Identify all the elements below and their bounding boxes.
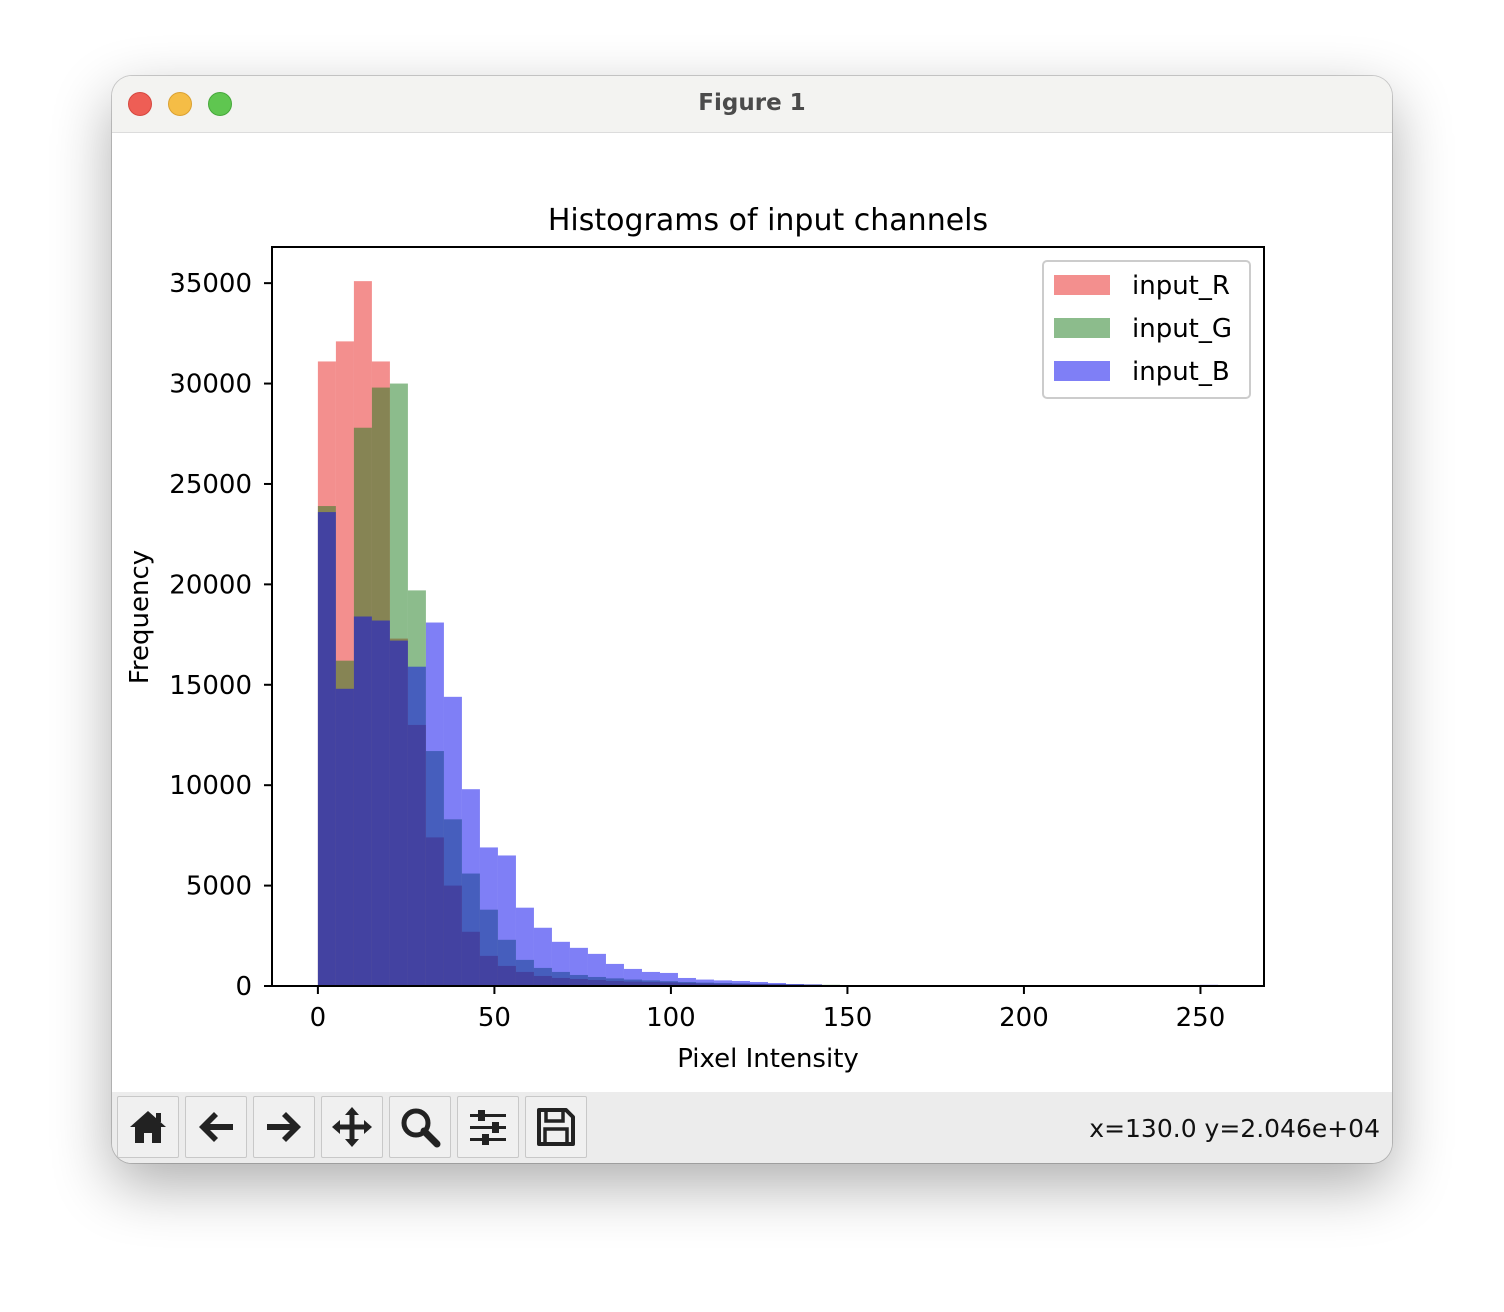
histogram-bar — [641, 971, 660, 986]
figure-window: Figure 1 Histograms of input channels 0 5… — [112, 76, 1392, 1163]
plot-frame — [271, 246, 1265, 987]
close-window-button[interactable] — [128, 92, 152, 116]
histogram-bar — [659, 972, 678, 986]
minimize-window-button[interactable] — [168, 92, 192, 116]
histogram-bar — [389, 640, 408, 986]
forward-button[interactable] — [253, 1096, 315, 1158]
histogram-bar — [605, 963, 624, 986]
x-tick-label: 100 — [646, 1003, 696, 1033]
histogram-bar — [515, 907, 534, 986]
histogram-bar — [533, 927, 552, 986]
histogram-bar — [623, 968, 642, 986]
histogram-bar — [713, 980, 732, 986]
histogram-bar — [786, 983, 804, 986]
back-button[interactable] — [185, 1096, 247, 1158]
y-tick-label: 35000 — [169, 269, 252, 299]
cursor-coordinates: x=130.0 y=2.046e+04 — [1089, 1114, 1380, 1143]
y-tick-label: 0 — [235, 972, 252, 1002]
histogram-bar — [731, 980, 750, 986]
configure-subplots-button[interactable] — [457, 1096, 519, 1158]
save-button[interactable] — [525, 1096, 587, 1158]
series-input-b — [317, 512, 1219, 986]
y-tick-label: 20000 — [169, 570, 252, 600]
histogram-bar — [695, 979, 714, 986]
zoom-button[interactable] — [389, 1096, 451, 1158]
arrow-left-icon — [199, 1112, 233, 1142]
histogram-bar — [317, 512, 336, 986]
legend-swatch-input-g — [1054, 318, 1110, 338]
floppy-disk-icon — [537, 1108, 575, 1146]
legend-swatch-input-b — [1054, 361, 1110, 381]
legend-label-input-b: input_B — [1132, 357, 1230, 387]
histogram-bar — [587, 953, 606, 986]
figure-canvas[interactable]: Histograms of input channels 0 50 100 150 20… — [112, 133, 1392, 1092]
y-tick-label: 15000 — [169, 671, 252, 701]
window-title: Figure 1 — [698, 90, 806, 116]
histogram-bar — [677, 977, 696, 986]
x-axis-label: Pixel Intensity — [677, 1044, 859, 1074]
ticks-layer: 0 50 100 150 200 250 0 5000 10000 15000 20000 25000… — [169, 269, 1225, 1033]
arrow-right-icon — [267, 1112, 301, 1142]
histogram-bar — [335, 688, 354, 986]
y-tick-label: 5000 — [186, 872, 252, 902]
y-tick-label: 10000 — [169, 771, 252, 801]
histogram-bar — [768, 982, 786, 986]
histogram-bar — [569, 947, 588, 986]
title-bar: Figure 1 — [112, 76, 1392, 133]
histogram-bar — [551, 941, 570, 986]
x-tick-label: 50 — [478, 1003, 511, 1033]
histogram-bar — [407, 666, 426, 986]
histogram-bar — [497, 855, 516, 986]
x-tick-label: 250 — [1176, 1003, 1226, 1033]
x-tick-label: 0 — [310, 1003, 327, 1033]
histogram-bar — [425, 622, 444, 986]
chart-title: Histograms of input channels — [548, 203, 988, 238]
magnifier-icon — [401, 1108, 441, 1148]
histogram-bar — [750, 981, 768, 986]
histogram-bar — [461, 789, 480, 986]
bars-layer — [317, 281, 1219, 987]
legend-label-input-r: input_R — [1132, 271, 1230, 301]
legend: input_R input_G input_B — [1042, 260, 1251, 399]
home-icon — [130, 1111, 166, 1143]
histogram-bar — [371, 620, 390, 986]
histogram-bar — [443, 696, 462, 986]
pan-button[interactable] — [321, 1096, 383, 1158]
x-tick-label: 200 — [999, 1003, 1049, 1033]
maximize-window-button[interactable] — [208, 92, 232, 116]
move-icon — [332, 1107, 372, 1147]
legend-label-input-g: input_G — [1132, 314, 1232, 344]
histogram-bar — [479, 847, 498, 986]
y-tick-label: 25000 — [169, 470, 252, 500]
navigation-toolbar: x=130.0 y=2.046e+04 — [112, 1092, 1392, 1163]
x-tick-label: 150 — [823, 1003, 873, 1033]
histogram-chart: Histograms of input channels 0 50 100 150 20… — [125, 203, 1265, 1074]
legend-swatch-input-r — [1054, 275, 1110, 295]
y-tick-label: 30000 — [169, 370, 252, 400]
histogram-bar — [353, 616, 372, 986]
home-button[interactable] — [117, 1096, 179, 1158]
y-axis-label: Frequency — [125, 550, 155, 684]
sliders-icon — [470, 1110, 506, 1145]
